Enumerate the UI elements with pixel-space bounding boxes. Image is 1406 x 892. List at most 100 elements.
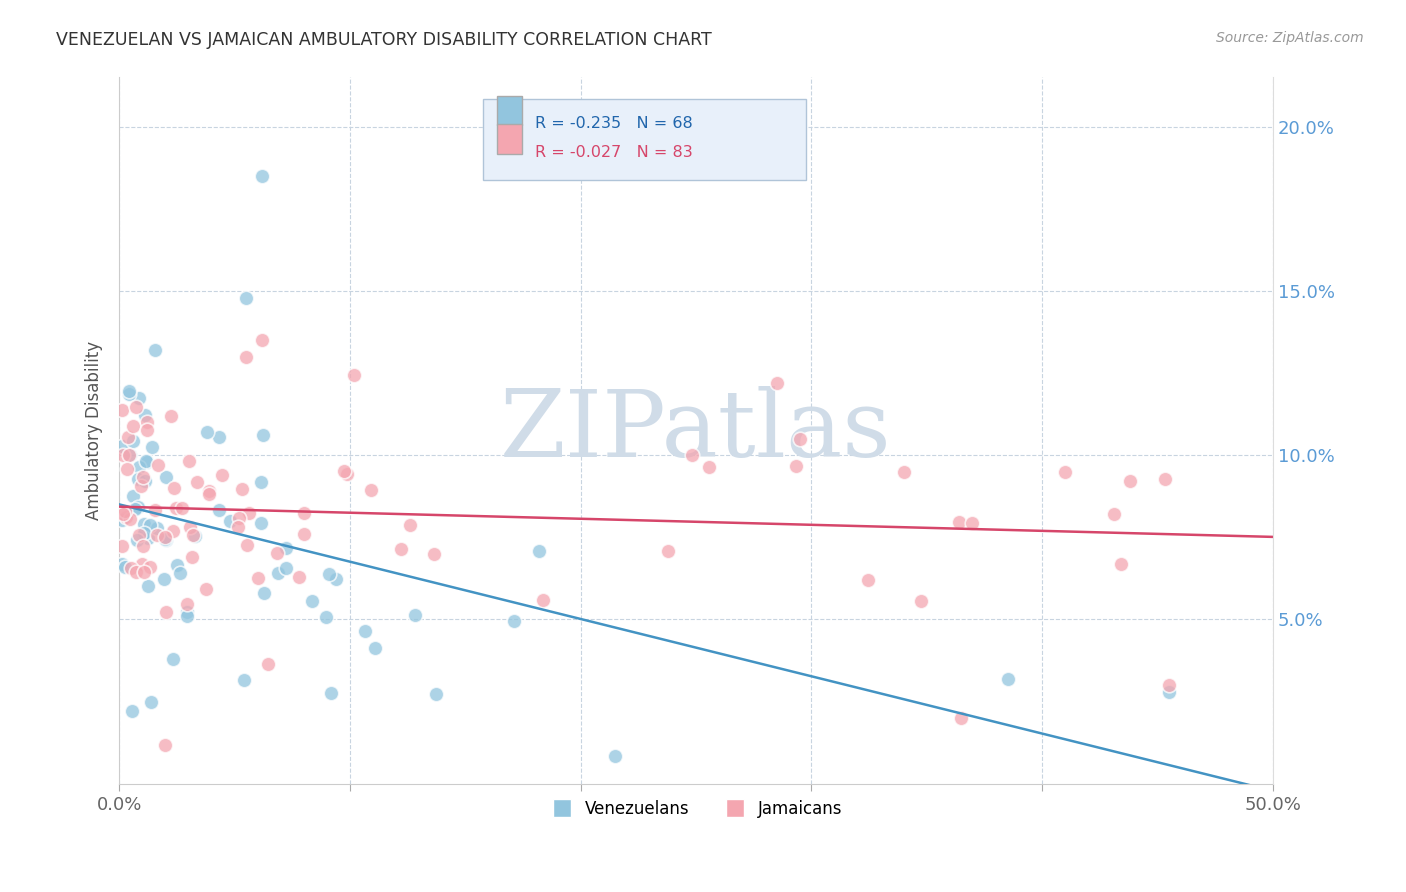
Point — [135, 415, 157, 429]
Point — [238, 506, 260, 520]
Point — [153, 738, 176, 752]
Point — [256, 657, 278, 671]
Point — [120, 561, 142, 575]
Point — [121, 434, 143, 448]
Bar — [496, 95, 522, 126]
Point — [301, 594, 323, 608]
Point — [166, 558, 188, 573]
Point — [111, 507, 134, 521]
Point — [146, 521, 169, 535]
Point — [118, 384, 141, 399]
Y-axis label: Ambulatory Disability: Ambulatory Disability — [86, 341, 103, 520]
Point — [789, 432, 811, 446]
Point — [124, 501, 146, 516]
Point — [321, 686, 343, 700]
Legend: Venezuelans, Jamaicans: Venezuelans, Jamaicans — [543, 794, 849, 825]
Point — [910, 593, 932, 607]
Point — [292, 527, 315, 541]
Point — [1054, 465, 1077, 479]
Point — [127, 500, 149, 514]
Point — [122, 489, 145, 503]
Point — [267, 566, 290, 580]
Point — [134, 516, 156, 531]
Point — [143, 503, 166, 517]
Point — [527, 544, 550, 558]
Point — [681, 448, 703, 462]
Point — [893, 465, 915, 479]
Point — [197, 483, 219, 498]
Point — [141, 695, 163, 709]
Point — [136, 423, 159, 437]
Point — [125, 566, 148, 580]
Point — [195, 425, 218, 440]
Point — [186, 475, 208, 489]
Point — [184, 529, 207, 543]
Point — [111, 512, 134, 526]
Point — [194, 582, 217, 596]
Point — [136, 454, 159, 468]
Point — [288, 570, 311, 584]
Point — [235, 291, 257, 305]
Point — [697, 459, 720, 474]
Point — [155, 470, 177, 484]
Point — [110, 439, 132, 453]
Point — [176, 605, 198, 619]
Point — [399, 518, 422, 533]
Point — [159, 409, 181, 423]
Point — [276, 560, 298, 574]
Point — [249, 516, 271, 531]
Text: R = -0.027   N = 83: R = -0.027 N = 83 — [534, 145, 692, 160]
Point — [112, 448, 135, 462]
Point — [181, 550, 204, 565]
Point — [1104, 507, 1126, 521]
Point — [325, 572, 347, 586]
Point — [131, 557, 153, 571]
Point — [231, 483, 253, 497]
Point — [856, 573, 879, 587]
Point — [211, 468, 233, 483]
Point — [176, 597, 198, 611]
Point — [169, 566, 191, 580]
Point — [120, 448, 142, 462]
Point — [785, 458, 807, 473]
Point — [1157, 678, 1180, 692]
Point — [363, 641, 385, 656]
Point — [162, 651, 184, 665]
Point — [766, 376, 789, 390]
Point — [226, 519, 249, 533]
Point — [172, 501, 194, 516]
Point — [117, 462, 139, 476]
Point — [132, 539, 155, 553]
Point — [165, 500, 187, 515]
Point — [423, 547, 446, 561]
Point — [155, 533, 177, 547]
Point — [657, 544, 679, 558]
Point — [1119, 474, 1142, 488]
Point — [135, 453, 157, 467]
Point — [343, 368, 366, 383]
Point — [128, 527, 150, 541]
Point — [219, 515, 242, 529]
Point — [997, 672, 1019, 686]
Point — [389, 542, 412, 557]
Point — [333, 464, 356, 478]
Text: R = -0.235   N = 68: R = -0.235 N = 68 — [534, 116, 692, 131]
Text: ZIPatlas: ZIPatlas — [501, 385, 891, 475]
Point — [235, 350, 257, 364]
Point — [181, 528, 204, 542]
Point — [121, 705, 143, 719]
Point — [274, 541, 297, 555]
Point — [118, 386, 141, 401]
Point — [118, 448, 141, 462]
Point — [114, 560, 136, 574]
Point — [950, 711, 973, 725]
Bar — [496, 124, 522, 153]
Point — [114, 504, 136, 518]
Point — [153, 532, 176, 546]
Point — [232, 673, 254, 687]
Point — [208, 503, 231, 517]
Point — [318, 567, 340, 582]
Point — [315, 610, 337, 624]
Point — [131, 469, 153, 483]
Point — [162, 524, 184, 538]
